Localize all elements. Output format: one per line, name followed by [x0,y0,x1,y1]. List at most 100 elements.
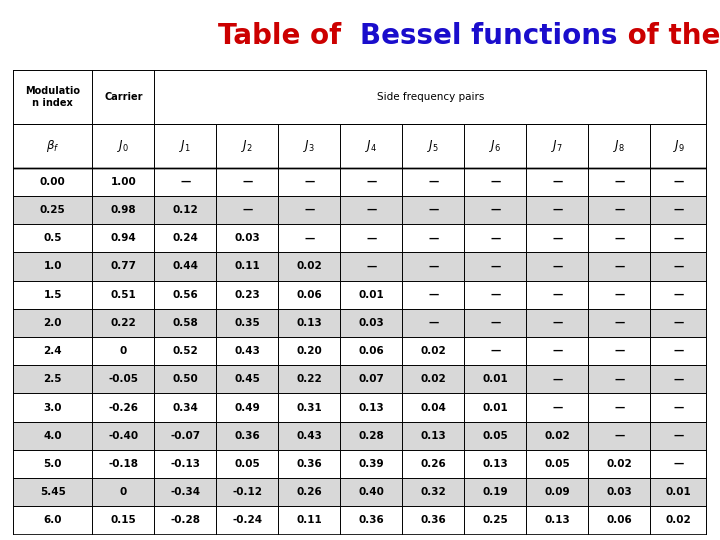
Text: 0.31: 0.31 [297,403,323,413]
Text: 0.77: 0.77 [110,261,136,272]
Text: 0.12: 0.12 [173,205,198,215]
Text: Table of: Table of [217,22,360,50]
Text: 1.0: 1.0 [43,261,62,272]
Text: —: — [428,318,438,328]
Bar [13,196,707,224]
Text: —: — [552,290,562,300]
Text: 0.5: 0.5 [43,233,62,244]
Text: 0.07: 0.07 [359,374,384,384]
Text: —: — [674,261,684,272]
Text: 0.36: 0.36 [297,459,323,469]
Text: Modulatio
n index: Modulatio n index [25,86,80,107]
Text: 0.56: 0.56 [173,290,198,300]
Text: 0.06: 0.06 [606,516,632,525]
Text: 0.25: 0.25 [482,516,508,525]
Text: 0.51: 0.51 [110,290,136,300]
Text: —: — [674,346,684,356]
Text: 0.01: 0.01 [666,487,692,497]
Text: 0.28: 0.28 [359,431,384,441]
Text: 0.25: 0.25 [40,205,66,215]
Text: 0.36: 0.36 [235,431,260,441]
Text: —: — [428,233,438,244]
Text: 0.34: 0.34 [172,403,198,413]
Text: 2.4: 2.4 [43,346,62,356]
Text: 0.39: 0.39 [359,459,384,469]
Text: 0.01: 0.01 [482,374,508,384]
Text: $J_6$: $J_6$ [490,138,501,154]
Text: 0.01: 0.01 [482,403,508,413]
Text: 0.50: 0.50 [173,374,198,384]
Text: $J_2$: $J_2$ [241,138,253,154]
Text: —: — [674,431,684,441]
Text: —: — [490,290,500,300]
Text: 0: 0 [120,346,127,356]
Text: 0.03: 0.03 [359,318,384,328]
Text: —: — [614,261,624,272]
Text: 0.20: 0.20 [297,346,323,356]
Text: 0.09: 0.09 [544,487,570,497]
Text: 0.43: 0.43 [297,431,323,441]
Text: —: — [674,233,684,244]
Text: 0.00: 0.00 [40,177,66,187]
Text: $\beta_f$: $\beta_f$ [46,138,59,154]
Text: —: — [366,261,377,272]
Text: —: — [614,177,624,187]
Text: 0.45: 0.45 [235,374,261,384]
Text: 0.49: 0.49 [235,403,260,413]
Text: —: — [614,431,624,441]
Text: 0.13: 0.13 [482,459,508,469]
Text: 0.26: 0.26 [420,459,446,469]
Text: —: — [366,205,377,215]
Text: 0.02: 0.02 [544,431,570,441]
Text: —: — [180,177,191,187]
Text: 5.45: 5.45 [40,487,66,497]
Text: —: — [552,205,562,215]
Text: -0.28: -0.28 [171,516,200,525]
Text: 0.03: 0.03 [235,233,260,244]
Text: $J_3$: $J_3$ [303,138,315,154]
Text: —: — [614,233,624,244]
Text: 0.98: 0.98 [111,205,136,215]
Text: Side frequency pairs: Side frequency pairs [377,92,485,102]
Text: of the first kind: of the first kind [618,22,720,50]
Text: —: — [674,290,684,300]
Text: —: — [674,177,684,187]
Text: Carrier: Carrier [104,92,143,102]
Text: 0.26: 0.26 [297,487,323,497]
Text: —: — [428,290,438,300]
Text: —: — [614,346,624,356]
Text: 0.58: 0.58 [173,318,198,328]
Text: —: — [490,346,500,356]
Text: 0.22: 0.22 [297,374,323,384]
Text: —: — [552,346,562,356]
Text: 0.13: 0.13 [297,318,323,328]
Text: 0.94: 0.94 [110,233,136,244]
Text: —: — [366,177,377,187]
Text: 6.0: 6.0 [43,516,62,525]
Text: —: — [614,374,624,384]
Text: —: — [552,233,562,244]
Text: 4.0: 4.0 [43,431,62,441]
Text: $J_7$: $J_7$ [552,138,563,154]
Text: 0.36: 0.36 [359,516,384,525]
Text: 0.36: 0.36 [420,516,446,525]
Text: -0.18: -0.18 [108,459,138,469]
Text: -0.26: -0.26 [108,403,138,413]
Text: 1.00: 1.00 [110,177,136,187]
Text: —: — [305,233,315,244]
Text: 0.22: 0.22 [110,318,136,328]
Text: 0: 0 [120,487,127,497]
Text: $J_1$: $J_1$ [179,138,192,154]
Text: 0.06: 0.06 [359,346,384,356]
Text: 0.44: 0.44 [172,261,198,272]
Text: $J_8$: $J_8$ [613,138,626,154]
Text: -0.13: -0.13 [171,459,200,469]
Text: —: — [490,318,500,328]
Bar [13,309,707,337]
Text: —: — [242,205,253,215]
Text: 0.01: 0.01 [359,290,384,300]
Text: -0.12: -0.12 [233,487,262,497]
Text: 0.13: 0.13 [544,516,570,525]
Text: 0.35: 0.35 [235,318,260,328]
Text: —: — [614,290,624,300]
